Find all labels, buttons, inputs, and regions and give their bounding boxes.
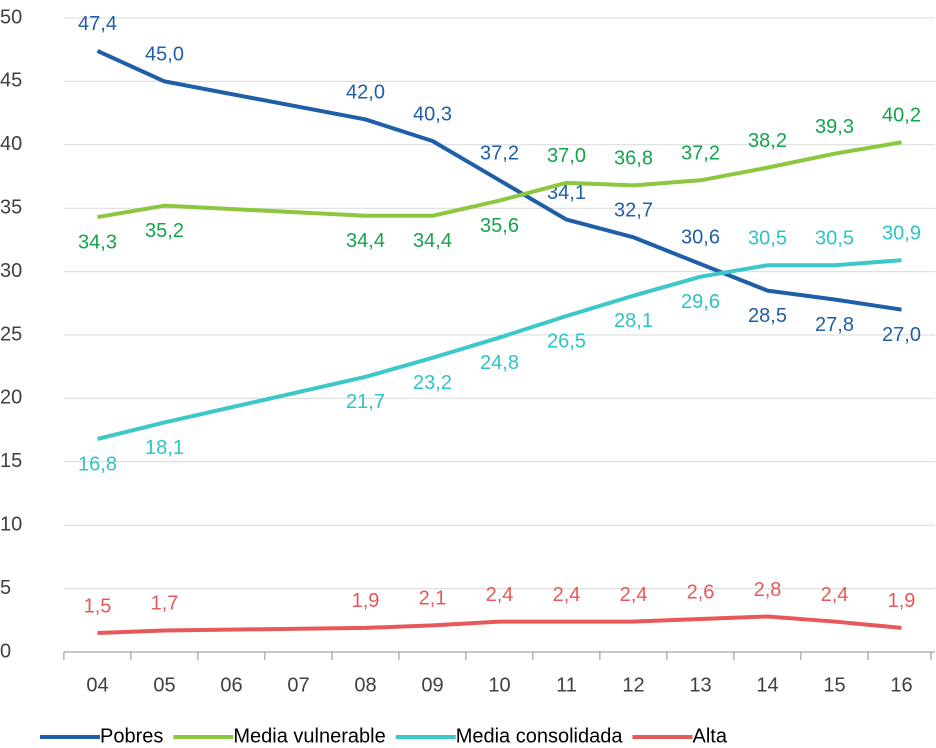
x-tick-label: 15 xyxy=(823,674,845,696)
data-label: 28,5 xyxy=(748,305,787,327)
y-tick-label: 0 xyxy=(0,640,11,662)
y-tick-label: 5 xyxy=(0,577,11,599)
data-label: 30,9 xyxy=(882,222,921,244)
data-label: 32,7 xyxy=(614,200,653,222)
data-label: 38,2 xyxy=(748,130,787,152)
data-label: 2,4 xyxy=(620,584,648,606)
legend-label: Pobres xyxy=(100,725,163,747)
data-label: 2,4 xyxy=(486,584,514,606)
data-label: 35,6 xyxy=(480,215,519,237)
y-tick-label: 25 xyxy=(0,323,22,345)
data-label: 37,2 xyxy=(681,143,720,165)
data-label: 2,4 xyxy=(821,584,849,606)
data-label: 37,2 xyxy=(480,143,519,165)
data-label: 40,3 xyxy=(413,103,452,125)
series-line xyxy=(97,614,902,635)
x-tick-label: 14 xyxy=(756,674,778,696)
y-tick-label: 50 xyxy=(0,6,22,28)
x-tick-label: 12 xyxy=(622,674,644,696)
data-label: 18,1 xyxy=(145,437,184,459)
data-label: 2,8 xyxy=(754,579,782,601)
data-label: 23,2 xyxy=(413,372,452,394)
data-label: 30,6 xyxy=(681,226,720,248)
data-label: 2,4 xyxy=(553,584,581,606)
series-line xyxy=(97,140,902,220)
data-label: 1,5 xyxy=(84,595,112,617)
y-tick-label: 40 xyxy=(0,133,22,155)
data-label: 42,0 xyxy=(346,82,385,104)
data-label: 29,6 xyxy=(681,291,720,313)
x-tick-label: 07 xyxy=(287,674,309,696)
data-label: 27,8 xyxy=(815,314,854,336)
legend-label: Media consolidada xyxy=(456,725,624,747)
x-tick-label: 09 xyxy=(421,674,443,696)
data-label: 30,5 xyxy=(815,228,854,250)
x-tick-label: 05 xyxy=(153,674,175,696)
data-label: 28,1 xyxy=(614,310,653,332)
data-label: 1,7 xyxy=(151,593,179,615)
data-label: 16,8 xyxy=(78,453,117,475)
y-tick-label: 20 xyxy=(0,387,22,409)
data-label: 1,9 xyxy=(888,590,916,612)
data-label: 27,0 xyxy=(882,324,921,346)
data-label: 21,7 xyxy=(346,391,385,413)
x-tick-label: 04 xyxy=(86,674,108,696)
y-tick-label: 15 xyxy=(0,450,22,472)
data-label: 36,8 xyxy=(614,148,653,170)
legend-label: Media vulnerable xyxy=(233,725,385,747)
data-label: 47,4 xyxy=(78,13,117,35)
x-tick-label: 06 xyxy=(220,674,242,696)
data-label: 45,0 xyxy=(145,44,184,66)
data-label: 39,3 xyxy=(815,116,854,138)
x-tick-label: 11 xyxy=(556,674,577,696)
y-tick-label: 45 xyxy=(0,70,22,92)
x-tick-label: 10 xyxy=(488,674,510,696)
series-line xyxy=(96,49,902,312)
y-tick-label: 35 xyxy=(0,196,22,218)
data-label: 34,4 xyxy=(413,230,452,252)
data-label: 34,4 xyxy=(346,230,385,252)
data-label: 34,3 xyxy=(78,231,117,253)
y-tick-label: 10 xyxy=(0,513,22,535)
data-label: 2,6 xyxy=(687,581,715,603)
x-tick-label: 08 xyxy=(354,674,376,696)
x-tick-label: 13 xyxy=(689,674,711,696)
legend-label: Alta xyxy=(692,725,727,747)
series-line xyxy=(97,258,902,441)
data-label: 2,1 xyxy=(419,588,447,610)
data-label: 35,2 xyxy=(145,220,184,242)
data-label: 30,5 xyxy=(748,228,787,250)
y-tick-label: 30 xyxy=(0,260,22,282)
data-label: 26,5 xyxy=(547,330,586,352)
data-label: 37,0 xyxy=(547,145,586,167)
data-label: 24,8 xyxy=(480,352,519,374)
x-tick-label: 16 xyxy=(890,674,912,696)
data-label: 40,2 xyxy=(882,105,921,127)
data-label: 1,9 xyxy=(352,590,380,612)
